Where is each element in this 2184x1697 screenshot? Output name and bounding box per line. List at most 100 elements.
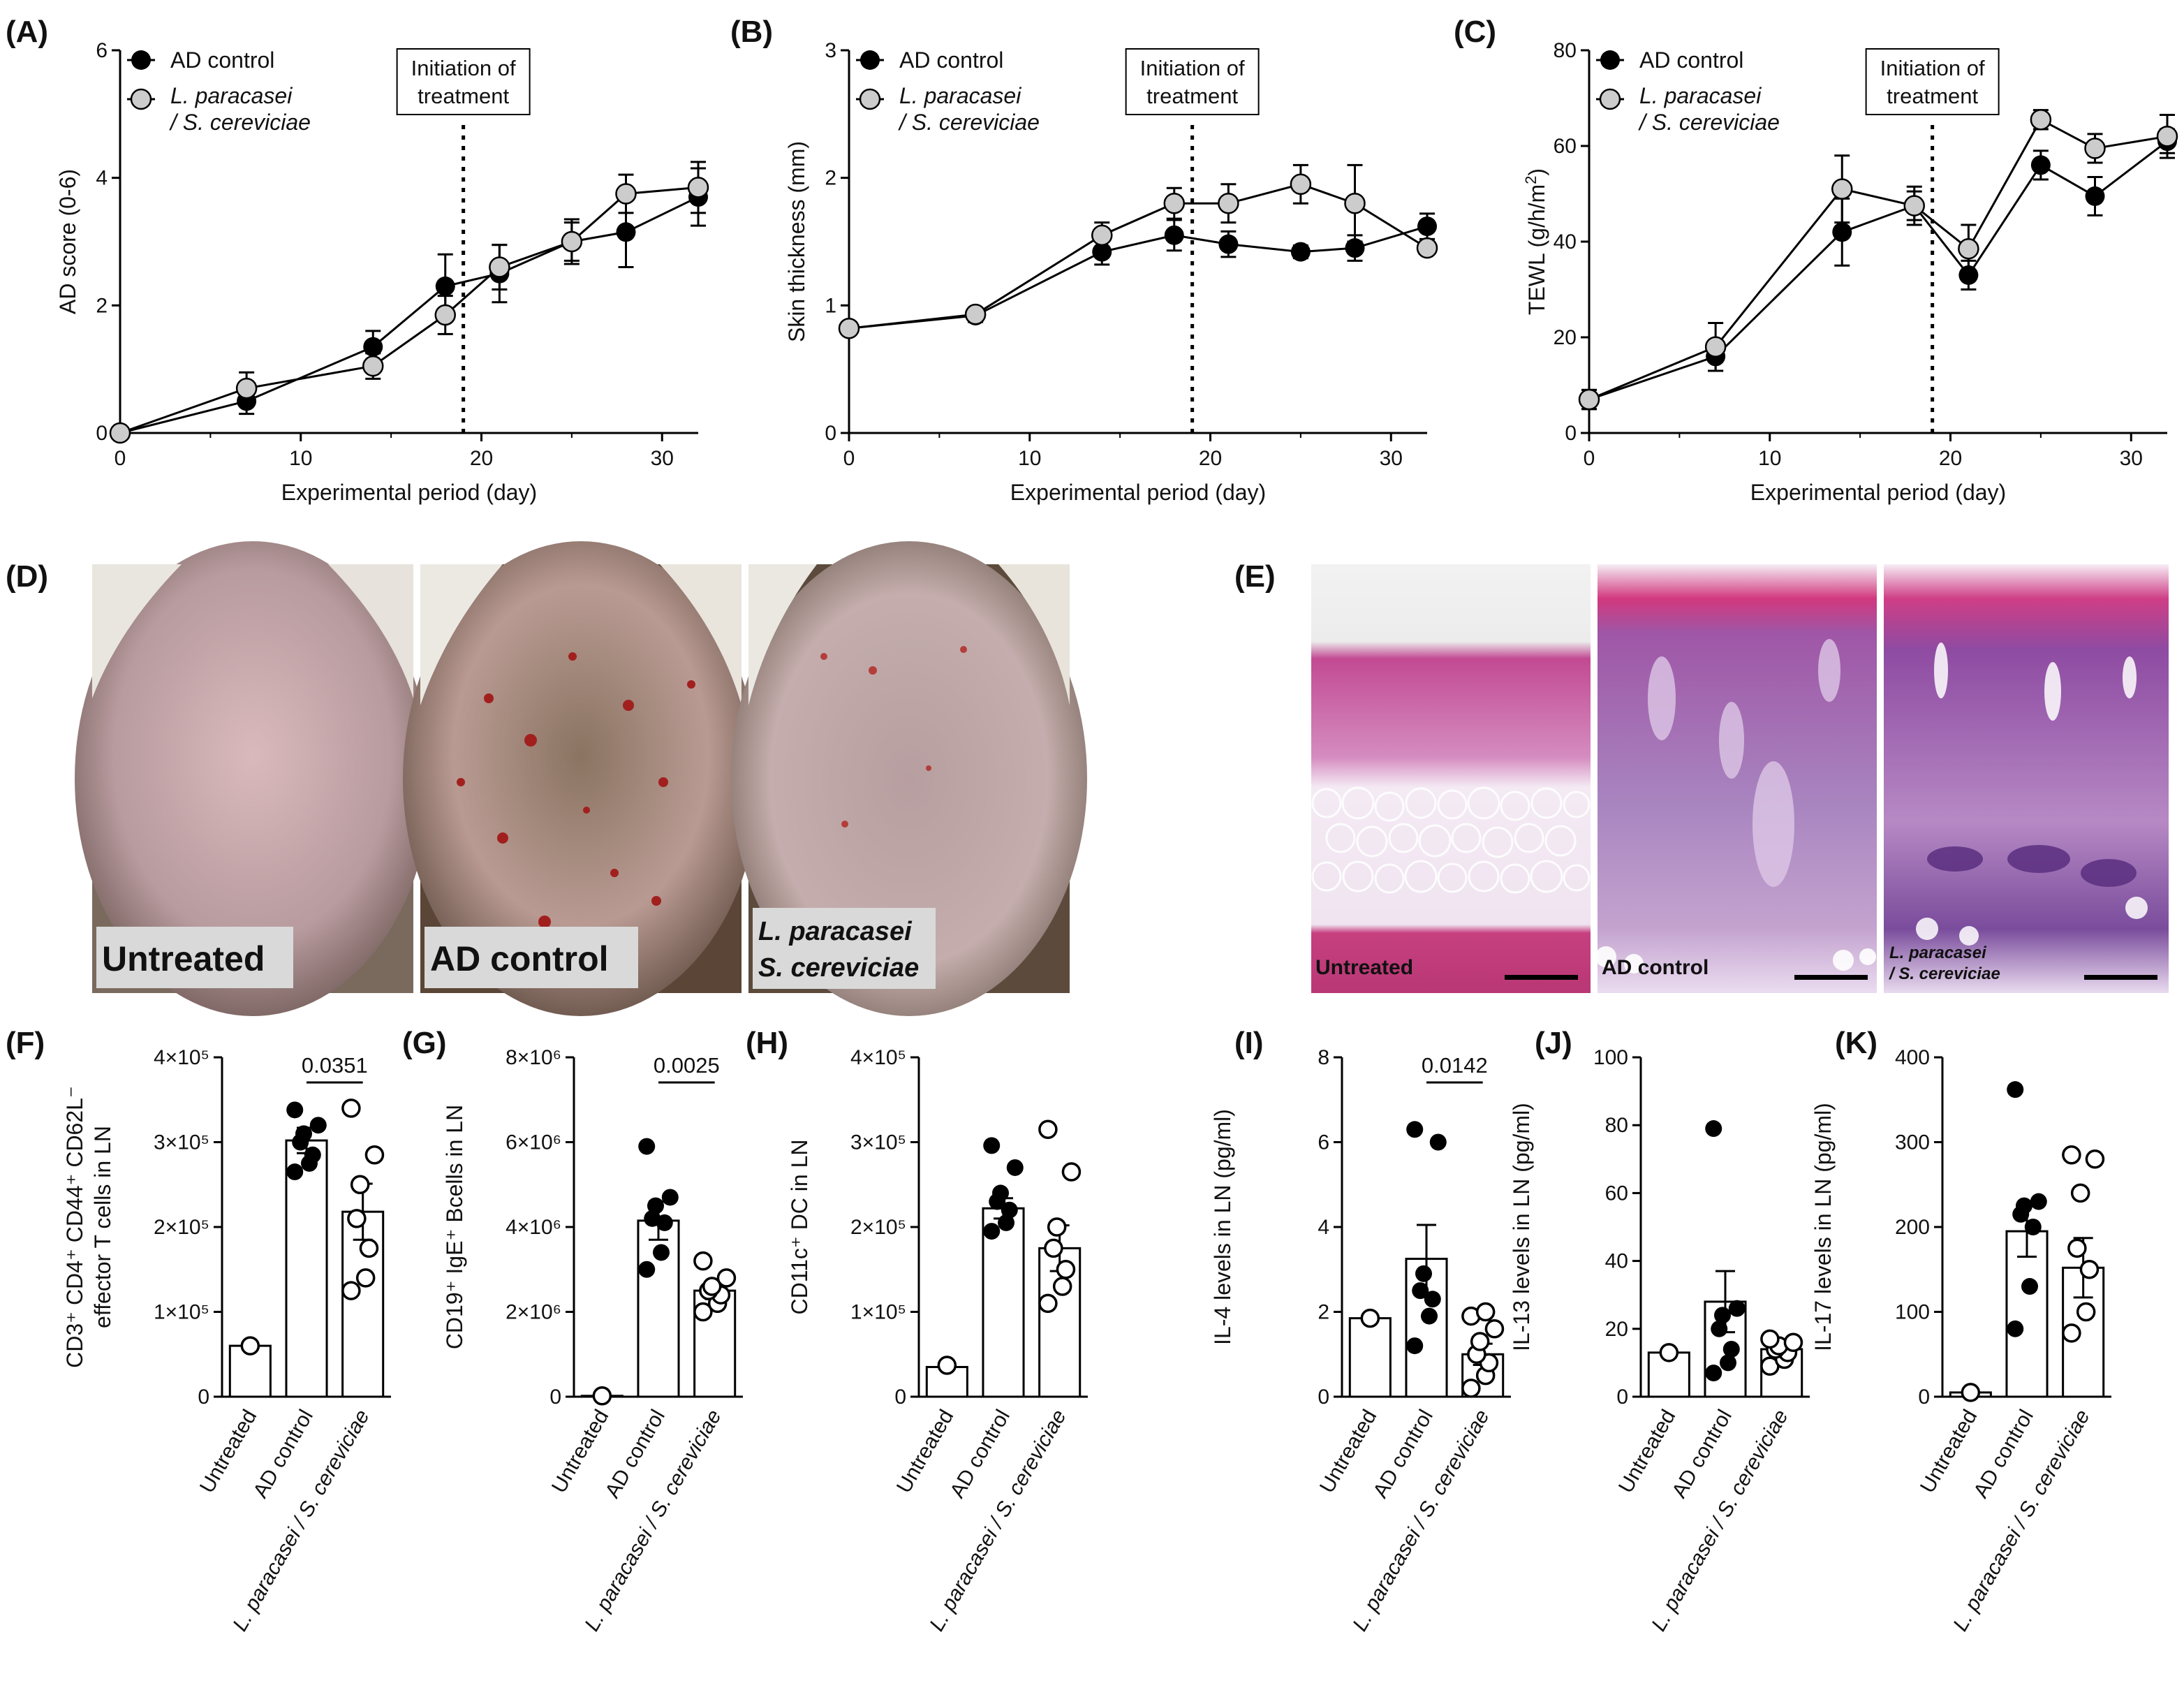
y-tick-label: 6 [1318,1131,1329,1154]
y-tick-label: 2×10⁶ [506,1301,561,1324]
data-point-treatment [1760,1329,1780,1349]
x-axis-title: Experimental period (day) [1010,480,1266,505]
histology-label-treated-line1: L. paracasei [1889,943,1987,962]
y-tick-label: 0 [1918,1386,1930,1409]
y-tick-label: 40 [1605,1250,1628,1273]
data-point-ad-control [2030,1193,2047,1210]
data-point-ad-control [1290,242,1311,262]
data-point-ad-control [1424,1291,1441,1308]
y-tick-label: 100 [1895,1301,1930,1324]
panel-e-letter: (E) [1234,559,1276,594]
data-point-treatment [2067,1238,2087,1258]
bar [1348,1317,1392,1398]
annotation-line1: Initiation of [411,56,516,80]
y-tick-label: 3 [825,39,836,62]
data-point-ad-control [1714,1307,1731,1324]
data-point-treatment [693,1251,713,1271]
data-point-ad-control [304,1146,321,1163]
x-tick-label: 0 [1584,447,1595,470]
data-point-treatment [1290,173,1312,196]
photo-untreated: Untreated [75,541,431,1016]
data-point-ad-control [1722,1340,1740,1358]
photo-treated: L. paracasei S. cereviciae [731,541,1087,1016]
data-point-ad-control [992,1184,1009,1202]
data-point-treatment [489,256,510,278]
data-point-ad-control [1092,242,1112,262]
series-line-treatment [1588,118,2168,401]
data-point-ad-control [998,1214,1014,1231]
data-point-treatment [109,422,131,444]
histology-ad-control: AD control [1595,564,1877,993]
data-point-treatment [341,1099,361,1118]
category-label: Untreated [892,1406,958,1497]
y-tick-label: 3×10⁵ [154,1131,209,1154]
legend-label-treatment-line2: / S. cereviciae [169,110,311,135]
data-point-ad-control [1415,1265,1432,1282]
data-point-treatment [1704,336,1727,358]
y-tick-label: 2 [96,294,108,317]
y-tick-label: 20 [1554,326,1577,349]
panel-i-chart: (I) 0 2 4 6 8 IL-4 levels in LN (pg/ml) Untrea… [1210,1026,1511,1635]
data-point-treatment [687,177,709,198]
data-point-treatment [347,1209,367,1228]
legend-marker-treatment [1599,88,1621,110]
legend-marker-ad-control [131,50,151,70]
data-point-ad-control [295,1125,312,1143]
panel-b-letter: (B) [730,15,773,49]
annotation-line2: treatment [1887,84,1978,108]
data-point-treatment [350,1175,370,1194]
series-line-treatment [848,183,1428,330]
photo-label-untreated: Untreated [102,939,265,978]
legend-marker-ad-control [1600,50,1620,70]
lesion-spots [457,652,695,928]
legend-label-ad-control: AD control [170,47,274,73]
data-point-ad-control [1720,1354,1736,1372]
panel-e-histology: (E) Untreated [1234,559,2169,993]
y-axis-title-line2: effector T cells in LN [90,1126,115,1328]
legend-marker-ad-control [860,50,880,70]
series-line-treatment [119,186,699,434]
x-tick-label: 10 [1018,447,1041,470]
y-tick-label: 4 [96,167,108,190]
y-axis-title-line1: CD3⁺ CD4⁺ CD44⁺ CD62L⁻ [62,1086,87,1368]
data-point-treatment [2076,1302,2096,1322]
data-point-treatment [1484,1319,1505,1339]
data-point-ad-control [1429,1133,1447,1151]
annotation-line2: treatment [1146,84,1238,108]
p-value-label: 0.0025 [654,1053,720,1078]
data-point-ad-control [616,222,636,242]
y-tick-label: 8 [1318,1046,1329,1069]
data-point-treatment [434,304,456,326]
data-point-ad-control [1417,216,1437,237]
annotation-line1: Initiation of [1140,56,1245,80]
data-point-ad-control [1001,1201,1018,1219]
y-axis-title: TEWL (g/h/m2) [1522,168,1550,315]
data-point-ad-control [2021,1278,2038,1295]
data-point-ad-control [1406,1337,1424,1355]
category-label: Untreated [1916,1406,1982,1497]
data-point-untreated [937,1356,957,1375]
data-point-treatment [2070,1183,2090,1203]
annotation-line1: Initiation of [1880,56,1985,80]
y-tick-label: 0 [549,1386,561,1409]
panel-a-chart: (A) 0 2 4 6 0 10 20 30 Experimental period (day)… [6,15,709,505]
data-point-ad-control [2024,1219,2042,1235]
data-point-treatment [561,230,583,253]
data-point-ad-control [2030,155,2051,175]
y-tick-label: 4×10⁵ [850,1046,906,1069]
histology-treated: L. paracasei / S. cereviciae [1884,564,2169,993]
data-point-ad-control [1412,1282,1429,1300]
data-point-treatment [2079,1260,2100,1279]
data-point-ad-control [2007,1320,2024,1337]
data-point-treatment [1461,1379,1481,1398]
y-tick-label: 0 [825,422,836,445]
y-axis-title-superscript: 2 [1522,176,1540,184]
data-point-ad-control [1958,265,1979,285]
y-tick-label: 6 [96,39,108,62]
category-label: Untreated [547,1406,613,1497]
y-axis-title: AD score (0-6) [55,169,80,314]
data-point-treatment [1470,1332,1490,1351]
histology-label-untreated: Untreated [1315,956,1413,979]
y-axis-title: IL-17 levels in LN (pg/ml) [1810,1103,1836,1351]
